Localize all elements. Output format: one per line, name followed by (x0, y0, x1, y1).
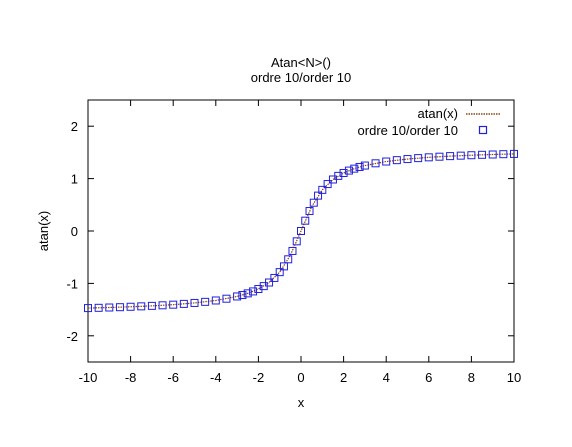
data-point (456, 151, 465, 160)
data-point (403, 155, 412, 164)
data-point (179, 299, 188, 308)
y-tick-label: 1 (71, 172, 78, 187)
data-point (435, 152, 444, 161)
x-tick-label: -4 (210, 370, 222, 385)
data-point (126, 302, 135, 311)
data-point (392, 156, 401, 165)
y-axis-label: atan(x) (36, 211, 51, 251)
y-tick-label: -1 (66, 276, 78, 291)
data-point (249, 287, 258, 296)
x-axis-label: x (298, 395, 305, 410)
data-point (301, 216, 310, 225)
y-tick-label: -2 (66, 329, 78, 344)
x-tick-label: -2 (253, 370, 265, 385)
data-point (339, 168, 348, 177)
data-point (478, 150, 487, 159)
data-point (318, 185, 327, 194)
x-tick-label: 6 (425, 370, 432, 385)
y-tick-label: 2 (71, 119, 78, 134)
data-point (288, 246, 297, 255)
data-point (158, 301, 167, 310)
data-point (488, 150, 497, 159)
data-point (254, 285, 263, 294)
y-tick-labels: -2 -1 0 1 2 (66, 119, 78, 344)
axis-ticks (87, 100, 515, 362)
chart-subtitle: ordre 10/order 10 (251, 70, 351, 85)
x-tick-label: -6 (167, 370, 179, 385)
data-point (510, 149, 518, 158)
data-point (84, 304, 92, 313)
data-point (334, 171, 343, 180)
legend: atan(x) ordre 10/order 10 (358, 106, 501, 138)
chart-title: Atan<N>() (271, 55, 331, 70)
data-point (222, 294, 231, 303)
data-point (309, 198, 318, 207)
atan-curve (87, 153, 515, 309)
data-point (238, 291, 247, 300)
data-point (279, 262, 288, 271)
data-point (243, 289, 252, 298)
data-point (147, 301, 156, 310)
data-point (360, 161, 369, 170)
data-point (270, 273, 279, 282)
x-tick-labels: -10 -8 -6 -4 -2 0 2 4 6 8 10 (79, 370, 522, 385)
x-tick-label: 8 (468, 370, 475, 385)
data-point (115, 303, 124, 312)
data-point (190, 298, 199, 307)
data-point (201, 297, 210, 306)
data-point (424, 153, 433, 162)
data-point (94, 303, 103, 312)
data-point (105, 303, 114, 312)
data-point (233, 292, 242, 301)
data-point (499, 150, 508, 159)
data-point (292, 237, 301, 246)
data-point (169, 300, 178, 309)
x-tick-label: 4 (383, 370, 390, 385)
x-tick-label: 2 (340, 370, 347, 385)
data-point (446, 152, 455, 161)
data-point (211, 296, 220, 305)
data-point (355, 162, 364, 171)
data-point (414, 154, 423, 163)
data-point (275, 268, 284, 277)
data-point (344, 166, 353, 175)
legend-swatch-order10 (478, 125, 488, 135)
x-tick-label: 10 (507, 370, 521, 385)
data-point (314, 191, 323, 200)
data-point (137, 302, 146, 311)
data-point (297, 227, 305, 235)
legend-label-atan: atan(x) (418, 106, 458, 121)
data-point (323, 180, 332, 189)
data-point (284, 255, 293, 264)
atan-line-series (87, 153, 515, 309)
data-point (382, 157, 391, 166)
data-point (265, 278, 274, 287)
data-point (371, 159, 380, 168)
order10-point-series (84, 149, 518, 313)
x-tick-label: -10 (79, 370, 98, 385)
y-tick-label: 0 (71, 224, 78, 239)
data-point (350, 164, 359, 173)
data-point (305, 207, 314, 216)
x-tick-label: -8 (125, 370, 137, 385)
x-tick-label: 0 (297, 370, 304, 385)
legend-label-order10: ordre 10/order 10 (358, 123, 458, 138)
data-point (467, 151, 476, 160)
